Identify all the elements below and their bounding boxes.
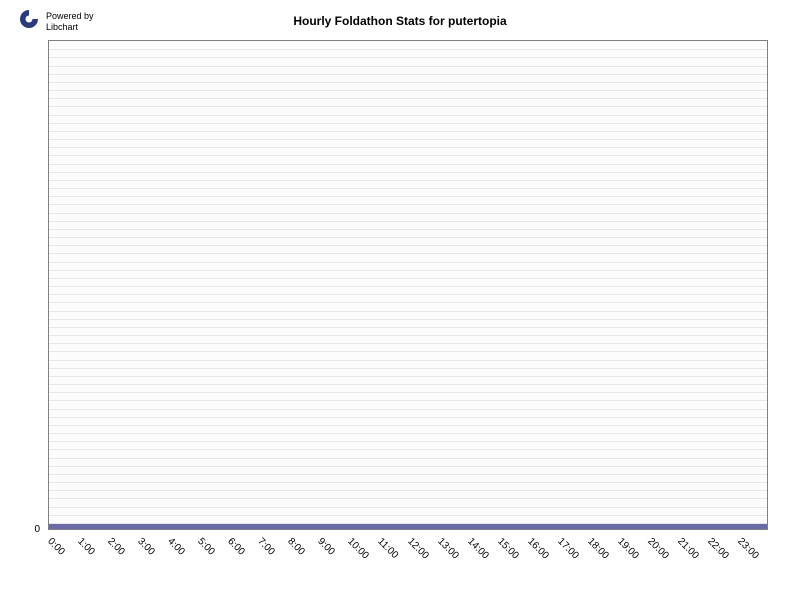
gridline (49, 449, 767, 450)
x-tick-label: 5:00 (195, 536, 217, 558)
gridline (49, 311, 767, 312)
gridline (49, 417, 767, 418)
gridline (49, 270, 767, 271)
gridline (49, 466, 767, 467)
gridline (49, 262, 767, 263)
gridline (49, 90, 767, 91)
gridline (49, 237, 767, 238)
gridline (49, 115, 767, 116)
gridline (49, 139, 767, 140)
gridline (49, 74, 767, 75)
gridline (49, 278, 767, 279)
x-tick-label: 7:00 (255, 536, 277, 558)
gridline (49, 66, 767, 67)
gridline (49, 302, 767, 303)
gridline (49, 155, 767, 156)
series-baseline-band (49, 524, 767, 529)
gridline (49, 327, 767, 328)
gridline (49, 131, 767, 132)
gridline (49, 368, 767, 369)
x-tick-label: 13:00 (435, 536, 460, 561)
gridline (49, 425, 767, 426)
gridline (49, 57, 767, 58)
gridline (49, 180, 767, 181)
x-tick-label: 23:00 (735, 536, 760, 561)
x-tick-label: 4:00 (165, 536, 187, 558)
gridline (49, 498, 767, 499)
x-tick-label: 15:00 (495, 536, 520, 561)
gridline (49, 384, 767, 385)
gridline (49, 433, 767, 434)
gridline (49, 147, 767, 148)
gridline (49, 172, 767, 173)
x-tick-label: 12:00 (405, 536, 430, 561)
x-tick-label: 17:00 (555, 536, 580, 561)
gridline (49, 392, 767, 393)
gridline (49, 351, 767, 352)
gridline (49, 319, 767, 320)
gridline (49, 82, 767, 83)
x-tick-label: 9:00 (315, 536, 337, 558)
x-tick-label: 16:00 (525, 536, 550, 561)
x-tick-label: 20:00 (645, 536, 670, 561)
gridline (49, 204, 767, 205)
gridline (49, 507, 767, 508)
x-tick-label: 0:00 (45, 536, 67, 558)
x-tick-label: 19:00 (615, 536, 640, 561)
gridline (49, 196, 767, 197)
x-tick-label: 8:00 (285, 536, 307, 558)
gridline (49, 221, 767, 222)
gridline (49, 213, 767, 214)
y-tick-label: 0 (0, 524, 40, 535)
x-tick-label: 3:00 (135, 536, 157, 558)
gridline (49, 253, 767, 254)
x-tick-label: 10:00 (345, 536, 370, 561)
x-tick-label: 14:00 (465, 536, 490, 561)
gridline (49, 360, 767, 361)
x-tick-label: 11:00 (375, 536, 400, 561)
gridline (49, 229, 767, 230)
x-tick-label: 6:00 (225, 536, 247, 558)
gridline (49, 400, 767, 401)
plot-area (48, 40, 768, 530)
gridline (49, 164, 767, 165)
gridline (49, 515, 767, 516)
x-tick-label: 2:00 (105, 536, 127, 558)
gridline (49, 245, 767, 246)
gridline (49, 98, 767, 99)
x-tick-label: 21:00 (675, 536, 700, 561)
x-tick-label: 22:00 (705, 536, 730, 561)
gridline (49, 458, 767, 459)
gridline (49, 343, 767, 344)
x-tick-label: 1:00 (75, 536, 97, 558)
gridline (49, 335, 767, 336)
gridlines (49, 41, 767, 529)
gridline (49, 294, 767, 295)
gridline (49, 376, 767, 377)
gridline (49, 123, 767, 124)
gridline (49, 409, 767, 410)
gridline (49, 474, 767, 475)
gridline (49, 441, 767, 442)
gridline (49, 286, 767, 287)
gridline (49, 49, 767, 50)
chart-title: Hourly Foldathon Stats for putertopia (0, 14, 800, 28)
gridline (49, 490, 767, 491)
gridline (49, 482, 767, 483)
x-tick-label: 18:00 (585, 536, 610, 561)
gridline (49, 106, 767, 107)
gridline (49, 188, 767, 189)
